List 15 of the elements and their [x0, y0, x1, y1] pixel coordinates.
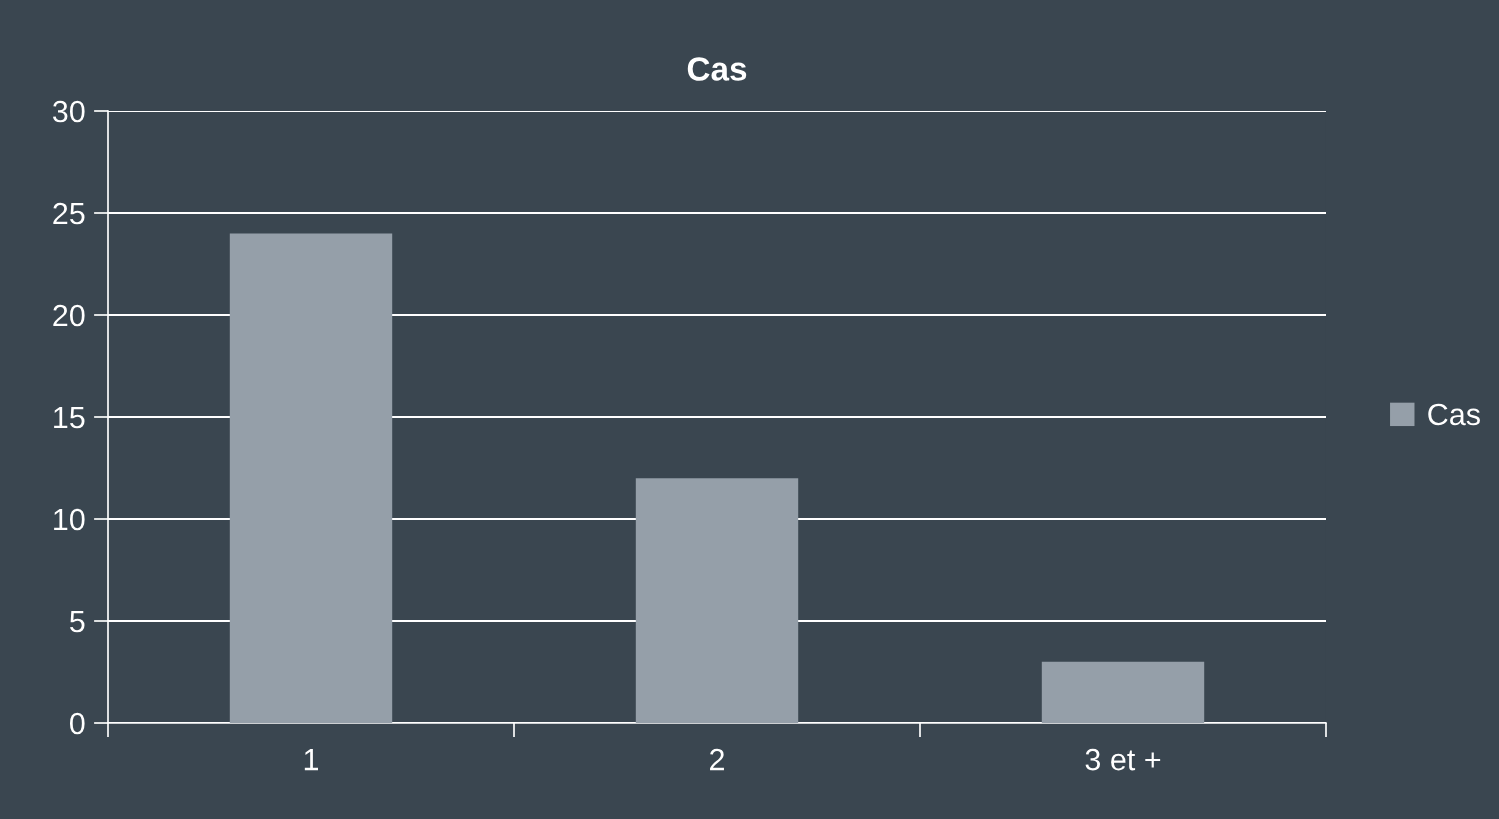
x-tick-label: 3 et +	[1085, 748, 1161, 771]
y-tick-label: 25	[53, 202, 85, 225]
chart-title: Cas	[687, 57, 747, 81]
x-tick-label: 2	[710, 748, 724, 771]
y-tick-label: 0	[69, 712, 85, 735]
y-tick-label: 20	[53, 304, 85, 327]
bar	[1041, 661, 1205, 723]
y-tick-label: 30	[52, 100, 85, 123]
bar	[229, 233, 393, 723]
y-tick-label: 5	[70, 611, 85, 633]
legend-label: Cas	[1428, 403, 1480, 426]
y-tick-label: 15	[54, 407, 85, 429]
y-tick-label: 10	[54, 508, 85, 531]
bar	[635, 478, 799, 723]
x-tick-label: 1	[304, 749, 319, 771]
